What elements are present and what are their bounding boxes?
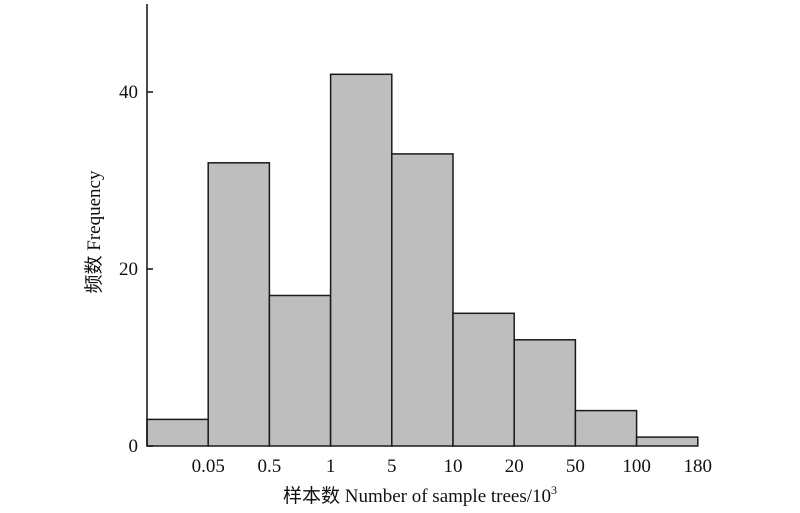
x-axis-label: 样本数 Number of sample trees/103 xyxy=(283,483,557,507)
x-tick-label: 0.5 xyxy=(258,456,282,477)
bar-5-10 xyxy=(391,153,454,447)
bar-100-180 xyxy=(635,436,699,447)
x-tick-label: 10 xyxy=(444,456,463,477)
bars-group xyxy=(146,73,699,447)
x-axis-label-superscript: 3 xyxy=(551,483,557,497)
x-tick-label: 180 xyxy=(684,456,713,477)
y-tick-label: 20 xyxy=(119,259,138,280)
x-axis-tick-labels: 0.05 0.5 1 5 10 20 50 100 180 xyxy=(192,456,712,477)
x-tick-label: 1 xyxy=(326,456,336,477)
x-tick-label: 5 xyxy=(387,456,397,477)
bar-1-5 xyxy=(329,73,393,447)
x-tick-label: 50 xyxy=(566,456,585,477)
bar-0.05-0.5 xyxy=(207,162,271,447)
y-axis-ticks: 0 20 40 xyxy=(119,82,153,457)
bar-20-50 xyxy=(513,339,577,447)
x-tick-label: 100 xyxy=(622,456,651,477)
bar-0.5-1 xyxy=(268,294,332,447)
y-tick-label: 40 xyxy=(119,82,138,103)
bar-10-20 xyxy=(452,312,515,447)
bar-<0.05 xyxy=(146,418,209,447)
x-tick-label: 20 xyxy=(505,456,524,477)
bar-50-100 xyxy=(574,409,638,447)
y-axis-label: 频数 Frequency xyxy=(83,170,105,293)
y-tick-label: 0 xyxy=(129,436,139,457)
x-tick-label: 0.05 xyxy=(192,456,225,477)
x-axis-label-text: 样本数 Number of sample trees/10 xyxy=(283,485,551,507)
